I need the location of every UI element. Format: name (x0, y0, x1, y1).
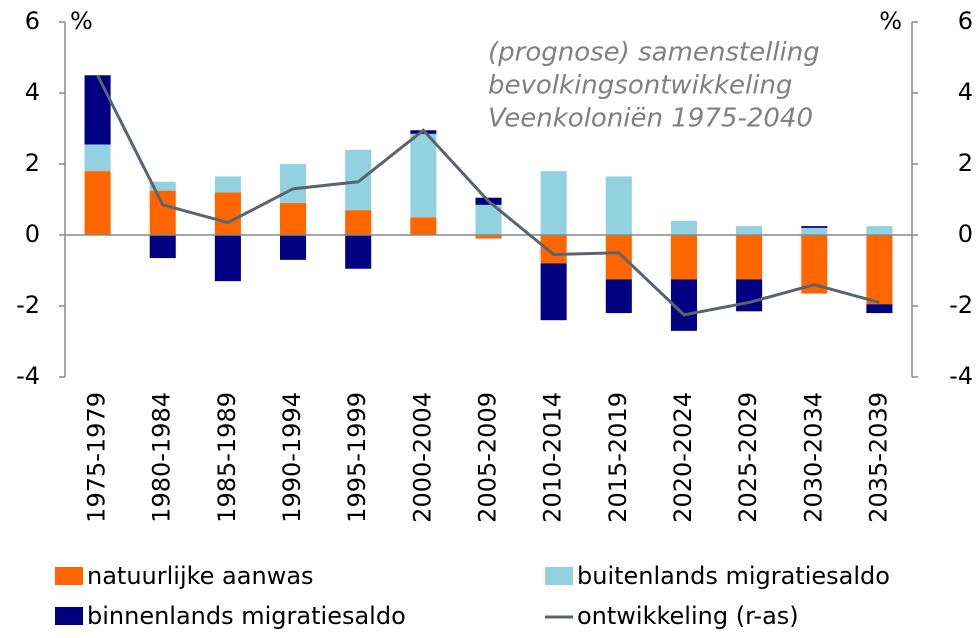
bar-segment (84, 144, 111, 172)
bar-segment (214, 192, 241, 235)
bar-segment (605, 279, 632, 314)
legend-label: natuurlijke aanwas (87, 562, 314, 590)
x-tick-label: 2015-2019 (604, 392, 632, 523)
bar-segment (801, 227, 828, 235)
y2-axis-unit: % (879, 7, 902, 35)
bar-segment (410, 217, 437, 235)
y-tick-label: -4 (16, 362, 40, 390)
y2-tick-label: 0 (958, 220, 973, 248)
y-tick-label: 2 (25, 149, 40, 177)
bar-segment (149, 235, 176, 259)
bar-segment (345, 210, 372, 235)
y2-tick-label: 2 (958, 149, 973, 177)
bar-segment (410, 133, 437, 218)
y2-tick-label: -2 (949, 291, 973, 319)
bar-segment (84, 75, 111, 145)
bar-segment (280, 235, 307, 260)
y-axis-unit: % (70, 7, 93, 35)
bar-segment (540, 263, 567, 321)
bar-segment (605, 176, 632, 235)
x-tick-label: 2000-2004 (408, 392, 436, 523)
bar-segment (214, 176, 241, 193)
x-tick-label: 2025-2029 (734, 392, 762, 523)
bar-segment (736, 226, 763, 235)
bar-segment (801, 226, 828, 228)
bar-segment (670, 235, 697, 280)
y-tick-label: 0 (25, 220, 40, 248)
x-tick-label: 1995-1999 (343, 392, 371, 523)
bar-segment (736, 279, 763, 312)
y-tick-label: 6 (25, 7, 40, 35)
y-tick-label: 4 (25, 78, 40, 106)
annotation-line: bevolkingsontwikkeling (488, 71, 792, 101)
y-tick-label: -2 (16, 291, 40, 319)
bar-segment (670, 220, 697, 235)
x-tick-label: 1985-1989 (213, 392, 241, 523)
legend-swatch (55, 607, 83, 625)
x-tick-label: 2035-2039 (864, 392, 892, 523)
x-tick-label: 2005-2009 (474, 392, 502, 523)
bar-segment (866, 226, 893, 235)
bar-segment (345, 235, 372, 269)
bar-segment (149, 181, 176, 191)
x-tick-label: 2030-2034 (799, 392, 827, 523)
bar-segment (149, 190, 176, 235)
bar-segment (84, 171, 111, 235)
x-tick-label: 1975-1979 (83, 392, 111, 523)
y2-tick-label: -4 (949, 362, 973, 390)
x-tick-label: 1990-1994 (278, 392, 306, 523)
legend-label: buitenlands migratiesaldo (577, 562, 890, 590)
legend-label: binnenlands migratiesaldo (87, 602, 406, 630)
x-tick-label: 2010-2014 (539, 392, 567, 523)
bar-segment (540, 235, 567, 264)
y2-tick-label: 4 (958, 78, 973, 106)
line-series (96, 74, 880, 317)
annotation-line: Veenkoloniën 1975-2040 (488, 104, 813, 134)
bar-segment (214, 235, 241, 282)
bar-segment (540, 171, 567, 235)
legend-swatch (545, 567, 573, 585)
legend-label: ontwikkeling (r-as) (577, 602, 799, 630)
bar-segment (280, 164, 307, 204)
bar-segment (605, 235, 632, 280)
bar-segment (280, 203, 307, 235)
x-tick-label: 2020-2024 (669, 392, 697, 523)
bar-segment (475, 235, 502, 239)
x-tick-label: 1980-1984 (148, 392, 176, 523)
bar-segment (736, 235, 763, 280)
bar-segment (866, 235, 893, 305)
annotation-line: (prognose) samenstelling (488, 38, 820, 68)
y2-tick-label: 6 (958, 7, 973, 35)
legend-swatch (55, 567, 83, 585)
bar-segment (866, 304, 893, 314)
